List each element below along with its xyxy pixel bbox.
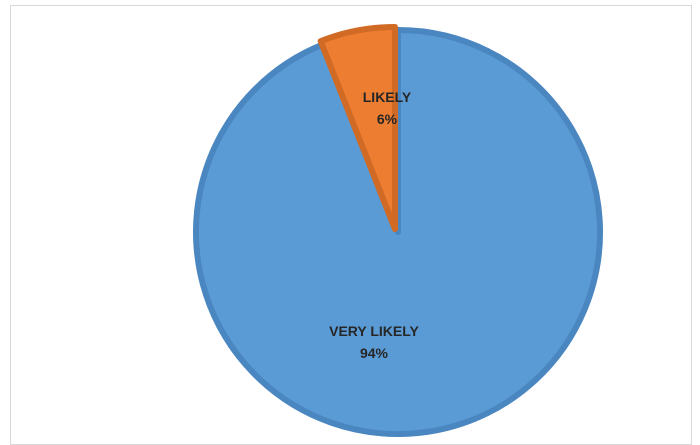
data-labels: VERY LIKELY 94% LIKELY 6% (329, 89, 419, 361)
data-label-category: LIKELY (363, 89, 412, 105)
pie-slice-likely (317, 24, 398, 232)
pie-slice-very-likely (193, 27, 603, 437)
data-label-very-likely: VERY LIKELY 94% (329, 323, 419, 361)
data-label-category: VERY LIKELY (329, 323, 419, 339)
data-label-likely: LIKELY 6% (363, 89, 412, 127)
data-label-value: 94% (360, 345, 389, 361)
pie-slices (193, 24, 603, 437)
data-label-value: 6% (377, 111, 398, 127)
